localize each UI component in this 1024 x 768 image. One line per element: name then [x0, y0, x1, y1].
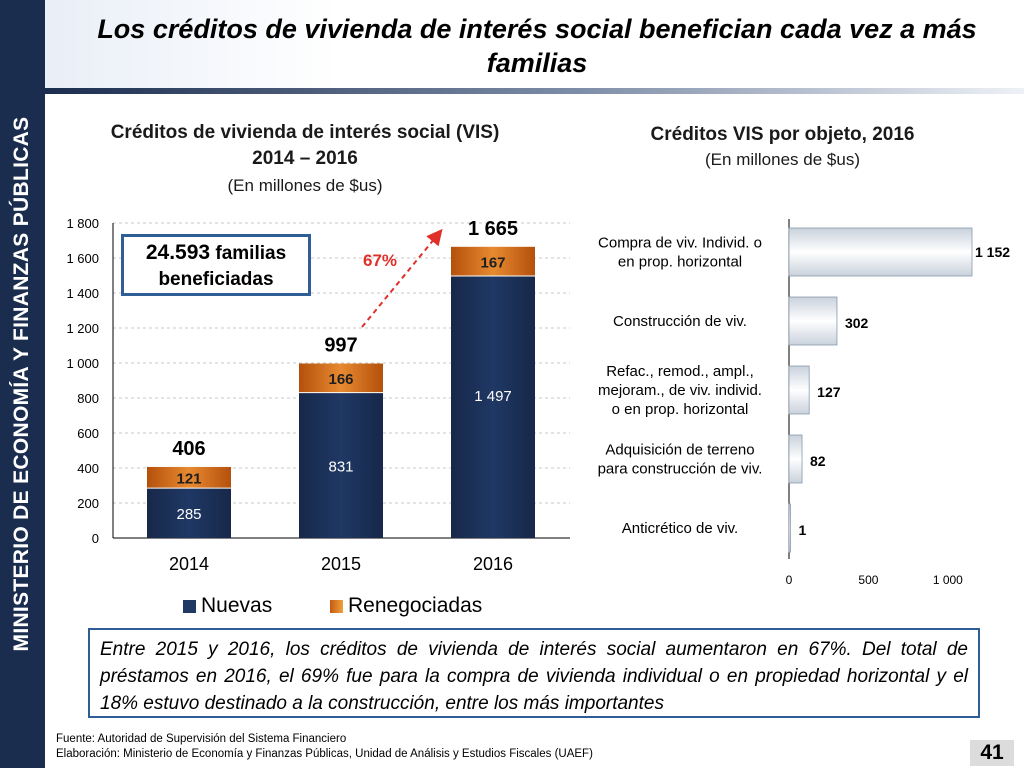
hbar-2 [788, 365, 810, 415]
page-title: Los créditos de vivienda de interés soci… [62, 12, 1012, 80]
y-tick-label: 0 [92, 531, 99, 546]
x-tick-label: 0 [786, 573, 793, 587]
legend-label-nuevas: Nuevas [201, 594, 273, 617]
label-nuevas-2014: 285 [176, 506, 201, 523]
bar-renegociadas-2015 [299, 363, 383, 393]
y-tick-label: 800 [77, 391, 99, 406]
x-tick-label: 2016 [473, 554, 513, 574]
category-label: Compra de viv. Individ. o [598, 235, 762, 252]
legend-item-renegociadas: Renegociadas [330, 594, 482, 618]
label-renegociadas-2016: 167 [480, 254, 505, 271]
bar-nuevas-2014 [147, 488, 231, 538]
hbar-value-label: 1 152 [975, 244, 1010, 260]
page-number: 41 [970, 740, 1014, 766]
bar-renegociadas-2014 [147, 466, 231, 489]
legend-swatch-renegociadas [330, 599, 343, 613]
side-band: MINISTERIO DE ECONOMÍA Y FINANZAS PÚBLIC… [0, 0, 45, 768]
category-label: mejoram., de viv. individ. [598, 382, 762, 399]
y-tick-label: 1 600 [66, 251, 99, 266]
hbar-3 [788, 434, 803, 484]
left-chart-subtitle: (En millones de $us) [227, 176, 383, 195]
title-background [45, 0, 1024, 88]
category-label: Refac., remod., ampl., [606, 363, 754, 380]
x-tick-label: 500 [858, 573, 878, 587]
category-label: Anticrético de viv. [622, 520, 738, 537]
hbar-4 [788, 503, 791, 553]
hbar-0 [788, 227, 973, 277]
elaboration-line: Elaboración: Ministerio de Economía y Fi… [56, 748, 593, 760]
right-chart-subtitle: (En millones de $us) [705, 150, 860, 169]
total-label-2016: 1 665 [468, 218, 518, 240]
page-title-line1: Los créditos de vivienda de interés soci… [97, 14, 977, 44]
x-tick-label: 2014 [169, 554, 209, 574]
legend-label-renegociadas: Renegociadas [348, 594, 483, 617]
hbar-value-label: 302 [845, 315, 869, 331]
y-tick-label: 600 [77, 426, 99, 441]
category-label: para construcción de viv. [598, 461, 763, 478]
hbar-value-label: 127 [817, 384, 841, 400]
label-nuevas-2016: 1 497 [474, 388, 512, 405]
category-label: en prop. horizontal [618, 254, 742, 271]
bar-nuevas-2015 [299, 392, 383, 538]
y-tick-label: 1 400 [66, 286, 99, 301]
category-label: Adquisición de terreno [605, 442, 754, 459]
hbar-value-label: 82 [810, 453, 826, 469]
category-label: o en prop. horizontal [612, 401, 749, 418]
bar-nuevas-2016 [451, 276, 535, 538]
left-chart-title: Créditos de vivienda de interés social (… [60, 120, 550, 172]
y-tick-label: 1 800 [66, 216, 99, 231]
total-label-2015: 997 [324, 335, 357, 357]
bar-renegociadas-2016 [451, 246, 535, 277]
label-nuevas-2015: 831 [328, 458, 353, 475]
source-line: Fuente: Autoridad de Supervisión del Sis… [56, 733, 347, 745]
callout-word2: beneficiadas [158, 269, 274, 290]
right-chart-title: Créditos VIS por objeto, 2016 [650, 124, 915, 145]
label-renegociadas-2015: 166 [328, 371, 353, 388]
y-tick-label: 1 000 [66, 356, 99, 371]
page-title-line2: familias [486, 48, 588, 78]
category-label: Construcción de viv. [613, 313, 747, 330]
legend-item-nuevas: Nuevas [183, 594, 272, 618]
growth-label: 67% [363, 251, 397, 270]
x-tick-label: 2015 [321, 554, 361, 574]
hbar-1 [788, 296, 838, 346]
x-tick-label: 1 000 [933, 573, 963, 587]
hbar-value-label: 1 [799, 522, 807, 538]
y-tick-label: 400 [77, 461, 99, 476]
label-renegociadas-2014: 121 [176, 471, 201, 488]
left-chart-title-line2: 2014 – 2016 [252, 148, 358, 169]
y-tick-label: 1 200 [66, 321, 99, 336]
summary-box: Entre 2015 y 2016, los créditos de vivie… [88, 628, 980, 718]
title-rule [45, 88, 1024, 94]
left-chart-title-line1: Créditos de vivienda de interés social (… [110, 122, 500, 143]
growth-arrow [361, 228, 443, 328]
legend-swatch-nuevas [183, 599, 196, 613]
callout-number: 24.593 [145, 241, 211, 264]
callout-word1: familias [215, 243, 287, 264]
families-callout: 24.593 familias beneficiadas [121, 234, 311, 296]
y-tick-label: 200 [77, 496, 99, 511]
total-label-2014: 406 [172, 438, 205, 460]
